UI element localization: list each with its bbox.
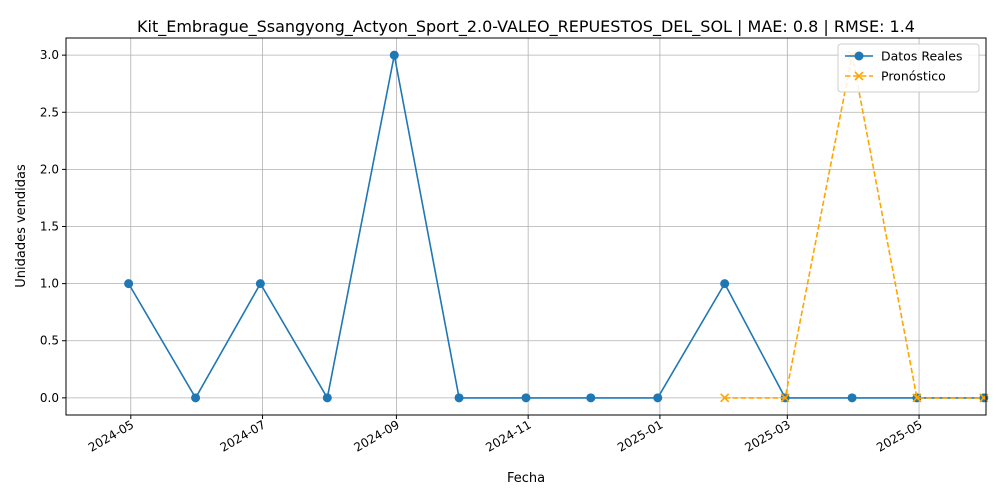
legend-box [837,43,980,93]
y-tick-label: 0.0 [40,391,59,405]
data-point [124,279,134,289]
data-point [191,393,201,403]
y-axis-label: Unidades vendidas [14,164,29,288]
x-axis-label: Fecha [507,471,545,486]
x-tick-label: 2025-05 [874,417,924,454]
y-tick-label: 1.5 [40,220,59,234]
data-point [389,50,399,60]
data-point [322,393,332,403]
chart-title: Kit_Embrague_Ssangyong_Actyon_Sport_2.0-… [137,17,915,37]
x-tick-label: 2025-01 [615,417,665,454]
y-tick-label: 1.0 [40,277,59,291]
y-tick-label: 3.0 [40,48,59,62]
data-point [720,393,730,403]
legend-marker-pronostico [854,71,864,81]
y-tick-label: 2.0 [40,162,59,176]
series-line-datos-reales [127,54,984,401]
legend: Datos Reales Pronóstico [837,43,980,93]
data-point [653,393,663,403]
data-point [586,393,596,403]
legend-label-datos-reales: Datos Reales [881,49,962,64]
legend-marker-datos-reales [854,51,864,61]
x-tick-label: 2025-03 [742,417,792,454]
data-point [912,393,922,403]
x-axis: 2024-05 2024-07 2024-09 2024-11 2025-01 2025-… [86,415,925,455]
grid [66,38,986,415]
y-tick-label: 2.5 [40,105,59,119]
y-axis: 0.0 0.5 1.0 1.5 2.0 2.5 3.0 [40,48,66,405]
data-point [255,279,265,289]
x-tick-label: 2024-09 [351,417,401,454]
data-point [847,393,857,403]
data-point [454,393,464,403]
data-point [521,393,531,403]
x-tick-label: 2024-05 [86,417,136,454]
y-tick-label: 0.5 [40,334,59,348]
data-point [979,393,989,403]
data-point [780,393,790,403]
data-point [720,279,730,289]
x-tick-label: 2024-07 [218,417,268,454]
x-tick-label: 2024-11 [483,417,533,454]
legend-label-pronostico: Pronóstico [881,69,946,84]
